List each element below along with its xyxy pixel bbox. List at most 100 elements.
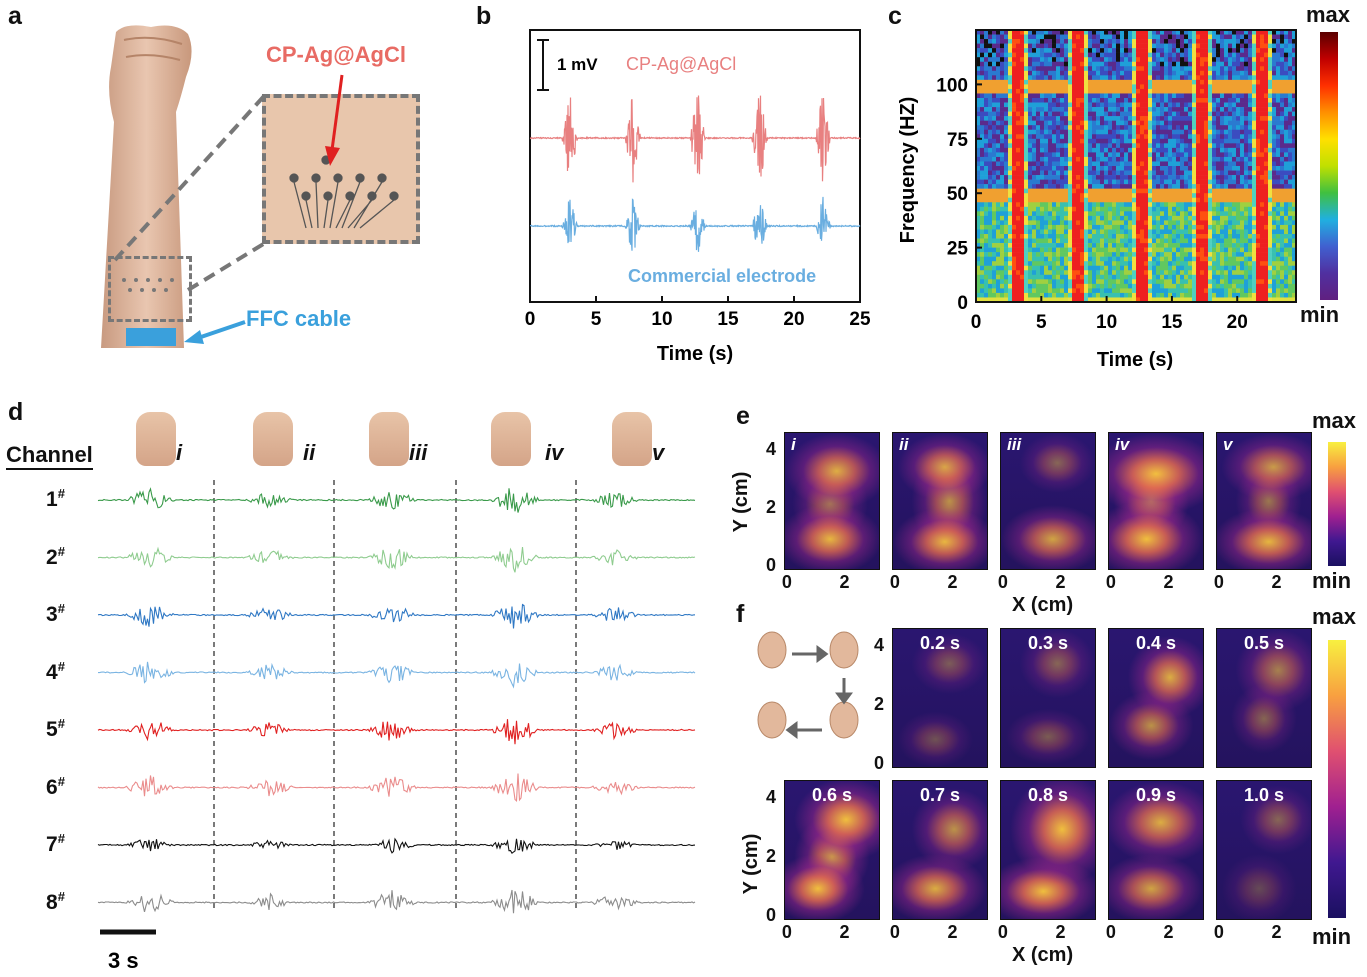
spectrogram-cell	[1260, 156, 1265, 162]
spectrogram-cell	[1020, 229, 1025, 235]
spectrogram-cell	[1220, 147, 1225, 153]
f-x-axis-label: X (cm)	[1012, 944, 1074, 966]
spectrogram-cell	[1012, 120, 1017, 126]
spectrogram-cell	[1188, 170, 1193, 176]
spectrogram-cell	[1180, 166, 1185, 171]
spectrogram-cell	[1156, 134, 1161, 140]
spectrogram-cell	[1056, 134, 1061, 140]
spectrogram-cell	[1104, 61, 1109, 67]
spectrogram-cell	[1224, 134, 1229, 140]
spectrogram-cell	[992, 252, 997, 257]
spectrogram-cell	[1080, 111, 1085, 117]
spectrogram-cell	[1108, 179, 1113, 185]
spectrogram-cell	[1188, 224, 1193, 230]
spectrogram-cell	[1288, 125, 1293, 131]
spectrogram-cell	[1204, 107, 1209, 112]
spectrogram-cell	[1156, 220, 1161, 226]
spectrogram-cell	[1072, 179, 1077, 185]
spectrogram-cell	[1256, 111, 1261, 117]
spectrogram-cell	[1140, 161, 1145, 167]
spectrogram-cell	[1164, 197, 1169, 203]
spectrogram-cell	[1240, 125, 1245, 131]
spectrogram-cell	[1168, 283, 1173, 289]
map-label: ii	[899, 435, 909, 454]
spectrogram-cell	[1100, 57, 1105, 63]
spectrogram-cell	[1272, 66, 1277, 72]
spectrogram-cell	[1128, 57, 1133, 63]
spectrogram-cell	[1196, 211, 1201, 217]
spectrogram-cell	[1084, 79, 1089, 85]
spectrogram-cell	[1192, 238, 1197, 244]
spectrogram-cell	[1080, 34, 1085, 40]
spectrogram-cell	[1228, 166, 1233, 171]
spectrogram-cell	[1256, 120, 1261, 126]
spectrogram-cell	[1004, 229, 1009, 235]
spectrogram-cell	[1200, 143, 1205, 149]
spectrogram-cell	[1000, 265, 1005, 271]
spectrogram-cell	[1172, 202, 1177, 208]
spectrogram-cell	[1256, 138, 1261, 144]
spectrogram-cell	[976, 166, 981, 171]
spectrogram-cell	[1152, 156, 1157, 162]
spectrogram-cell	[1188, 283, 1193, 289]
spectrogram-cell	[1020, 93, 1025, 99]
spectrogram-cell	[1268, 256, 1273, 262]
spectrogram-cell	[1184, 197, 1189, 203]
spectrogram-cell	[992, 111, 997, 117]
spectrogram-cell	[1012, 129, 1017, 135]
spectrogram-cell	[1016, 88, 1021, 94]
spectrogram-cell	[1064, 111, 1069, 117]
spectrogram-cell	[1224, 188, 1229, 194]
spectrogram-cell	[980, 107, 985, 112]
spectrogram-cell	[1004, 297, 1009, 303]
spectrogram-cell	[1132, 75, 1137, 81]
spectrogram-cell	[1184, 224, 1189, 230]
spectrogram-cell	[1236, 279, 1241, 285]
spectrogram-cell	[1272, 288, 1277, 294]
spectrogram-cell	[1092, 243, 1097, 248]
spectrogram-cell	[1156, 66, 1161, 72]
spectrogram-cell	[1264, 215, 1269, 221]
x-tick-label: 15	[717, 309, 739, 330]
spectrogram-cell	[1124, 134, 1129, 140]
spectrogram-cell	[1068, 229, 1073, 235]
spectrogram-cell	[1096, 211, 1101, 217]
spectrogram-cell	[1040, 102, 1045, 108]
spectrogram-cell	[988, 184, 993, 189]
spectrogram-cell	[1272, 166, 1277, 171]
spectrogram-cell	[1096, 125, 1101, 131]
spectrogram-cell	[1152, 229, 1157, 235]
spectrogram-cell	[1036, 152, 1041, 158]
spectrogram-cell	[1112, 111, 1117, 117]
spectrogram-cell	[1216, 156, 1221, 162]
spectrogram-cell	[1252, 238, 1257, 244]
spectrogram-cell	[1128, 152, 1133, 158]
spectrogram-cell	[992, 43, 997, 49]
spectrogram-cell	[1272, 220, 1277, 226]
spectrogram-cell	[1192, 197, 1197, 203]
spectrogram-cell	[976, 243, 981, 248]
spectrogram-cell	[1032, 129, 1037, 135]
spectrogram-cell	[1220, 30, 1225, 35]
spectrogram-cell	[1060, 166, 1065, 171]
spectrogram-cell	[980, 39, 985, 44]
spectrogram-cell	[1160, 224, 1165, 230]
spectrogram-cell	[1092, 79, 1097, 85]
spectrogram-cell	[1200, 125, 1205, 131]
spectrogram-cell	[1292, 175, 1297, 180]
spectrogram-cell	[1256, 43, 1261, 49]
spectrogram-cell	[1136, 202, 1141, 208]
spectrogram-cell	[1240, 238, 1245, 244]
spectrogram-cell	[1228, 252, 1233, 257]
spectrogram-cell	[1120, 175, 1125, 180]
spectrogram-cell	[996, 70, 1001, 76]
spectrogram-cell	[1252, 84, 1257, 90]
spectrogram-cell	[1004, 188, 1009, 194]
spectrogram-cell	[1252, 265, 1257, 271]
spectrogram-cell	[1104, 70, 1109, 76]
x-tick-label: 2	[839, 922, 850, 942]
spectrogram-cell	[1116, 170, 1121, 176]
spectrogram-cell	[1272, 48, 1277, 53]
spectrogram-cell	[1260, 70, 1265, 76]
spectrogram-cell	[1024, 120, 1029, 126]
